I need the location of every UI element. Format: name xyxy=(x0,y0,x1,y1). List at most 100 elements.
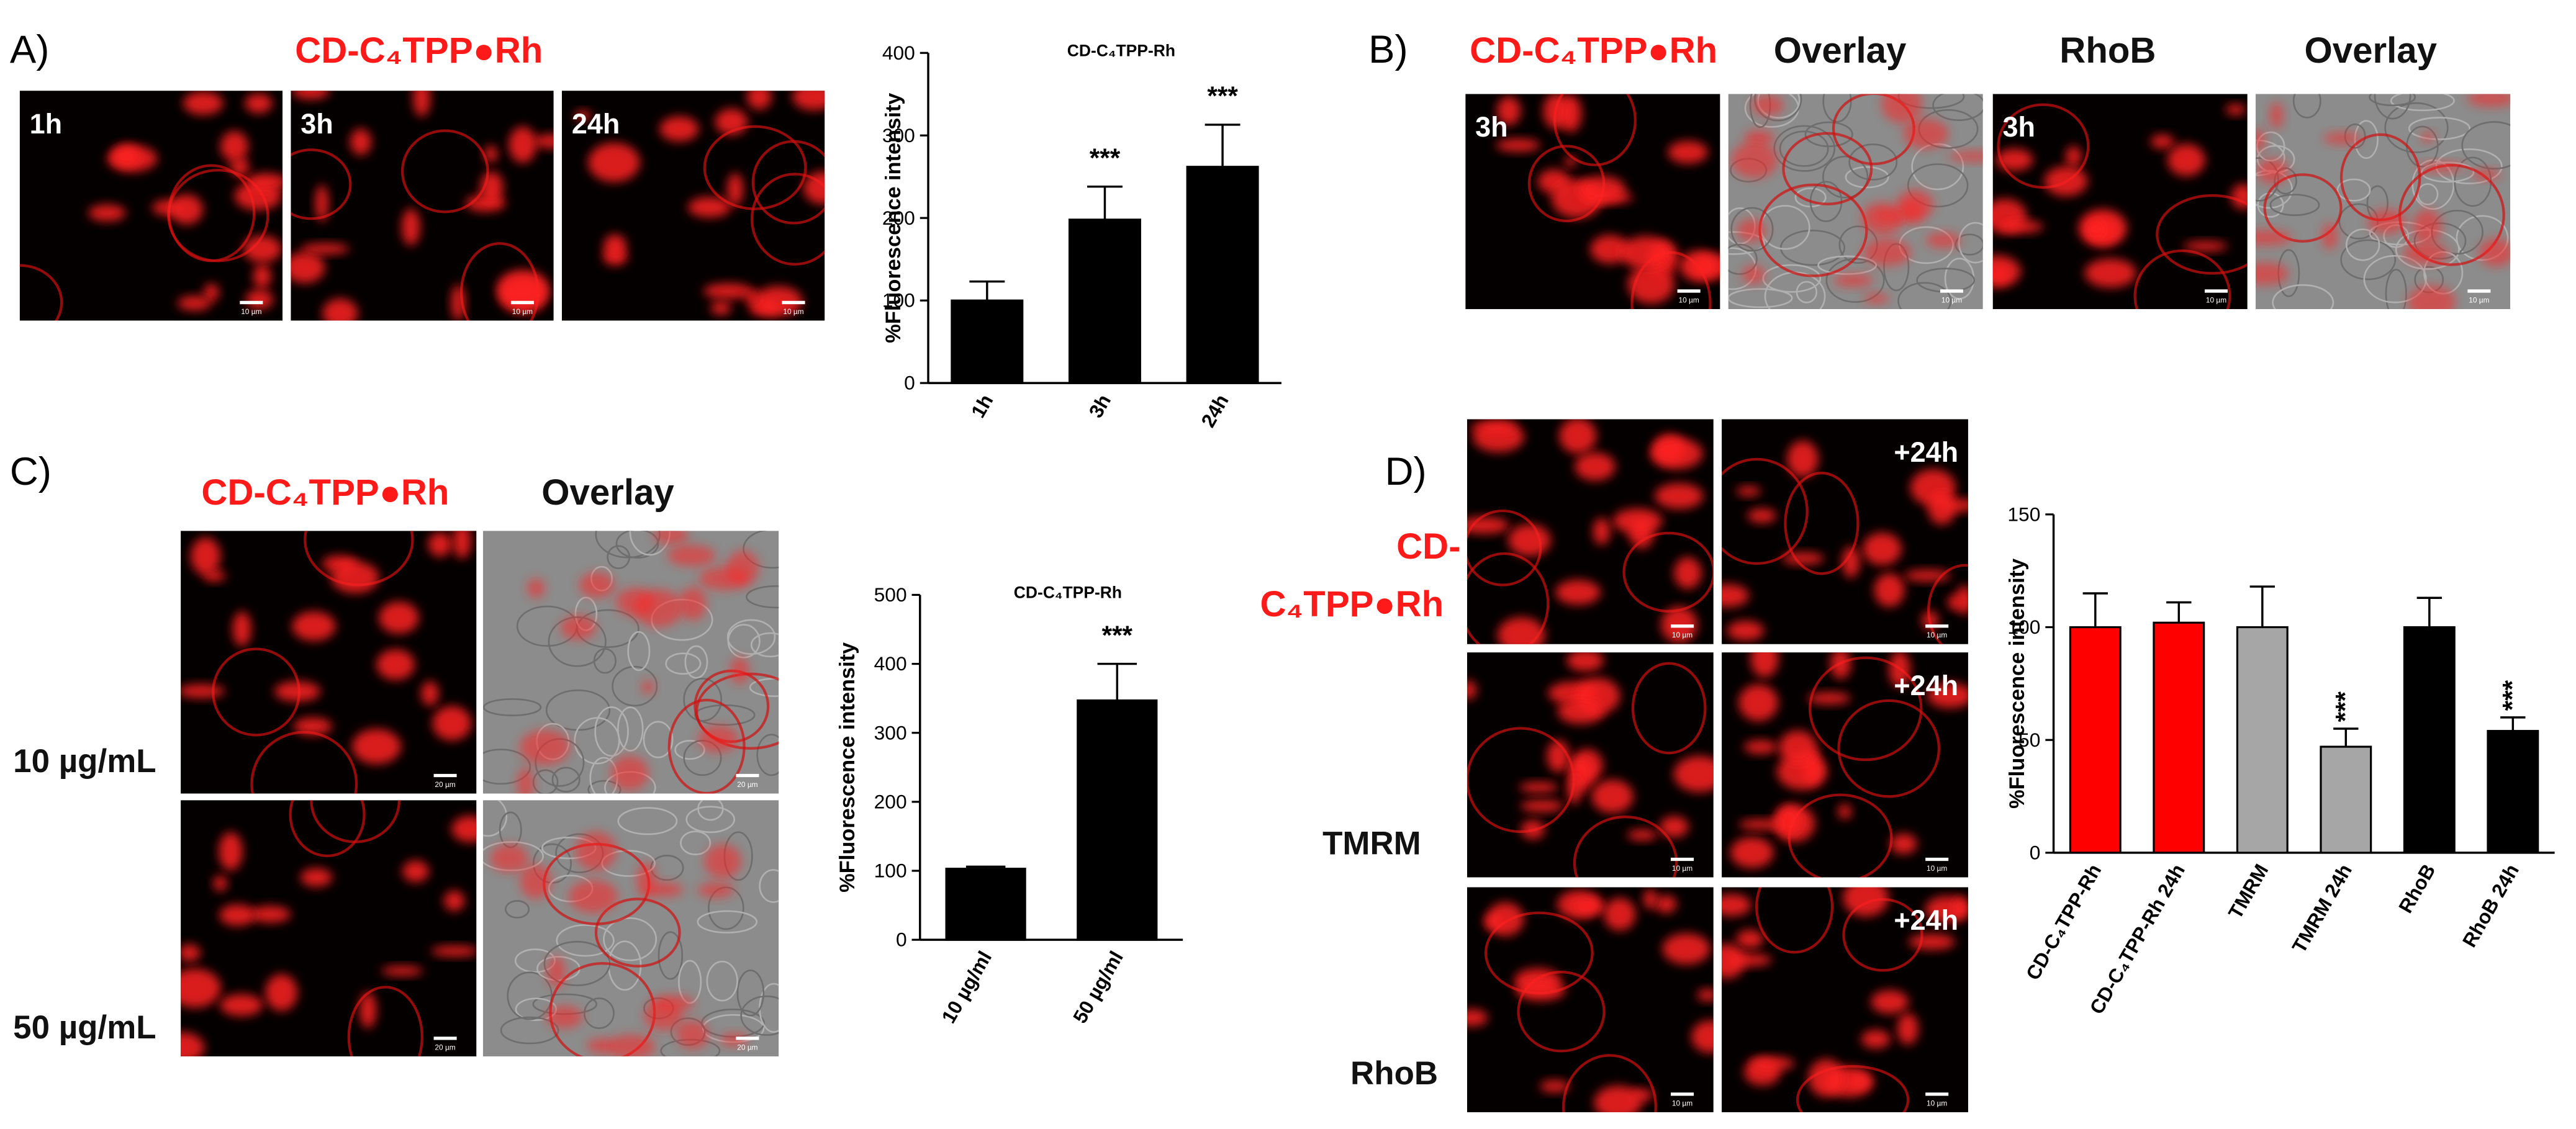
image-background xyxy=(1722,419,1968,644)
scale-bar-label: 20 µm xyxy=(435,780,455,789)
cell-outline xyxy=(1573,816,1678,878)
y-tick-label: 50 xyxy=(2018,729,2040,751)
fluorescence xyxy=(191,537,221,575)
micrograph: +24h 10 µm xyxy=(1722,652,1968,878)
fluorescence xyxy=(301,243,350,254)
fluorescence xyxy=(220,130,249,162)
fluorescence xyxy=(1731,142,1778,179)
fluorescence xyxy=(579,572,615,598)
fluorescence xyxy=(421,681,439,706)
scale-bar-label: 10 µm xyxy=(2206,295,2226,304)
fluorescence xyxy=(1691,1020,1714,1053)
cell-texture xyxy=(665,652,702,675)
fluorescence xyxy=(1591,780,1634,814)
cell-texture xyxy=(2369,94,2416,107)
fluorescence xyxy=(291,252,325,284)
error-bar xyxy=(2249,585,2275,627)
fluorescence xyxy=(636,862,657,897)
fluorescence xyxy=(431,945,477,956)
fluorescence xyxy=(1928,492,1956,525)
cell-outline xyxy=(1755,887,1834,954)
fluorescence xyxy=(1881,94,1923,124)
fluorescence xyxy=(2256,158,2289,184)
fluorescence xyxy=(402,860,430,883)
fluorescence xyxy=(1925,232,1962,249)
fluorescence xyxy=(1807,692,1851,704)
fluorescence xyxy=(1736,486,1761,497)
cell-texture xyxy=(658,931,684,980)
fluorescence xyxy=(112,145,140,168)
micrograph: 10 µm xyxy=(1467,419,1714,644)
fluorescence xyxy=(181,944,201,962)
fluorescence xyxy=(603,234,626,258)
fluorescence xyxy=(1863,533,1902,565)
fluorescence xyxy=(451,816,477,842)
fluorescence xyxy=(704,844,742,879)
fluorescence xyxy=(2225,104,2246,115)
fluorescence xyxy=(293,717,333,735)
fluorescence xyxy=(1650,438,1703,469)
fluorescence xyxy=(219,832,243,871)
image-label: +24h xyxy=(1894,670,1958,701)
column-header: CD-C₄TPP●Rh xyxy=(295,30,543,71)
cell-texture xyxy=(1779,230,1846,266)
cell-texture xyxy=(615,531,659,559)
micrograph: 10 µm xyxy=(2256,94,2511,310)
cell-texture xyxy=(2374,94,2411,120)
fluorescence xyxy=(726,550,759,586)
fluorescence xyxy=(232,611,251,647)
fluorescence xyxy=(1808,1059,1845,1097)
cell-texture xyxy=(607,545,631,570)
bar xyxy=(2153,621,2205,854)
scale-bar-label: 10 µm xyxy=(2469,295,2489,304)
cell-texture xyxy=(2345,228,2380,261)
fluorescence xyxy=(2421,132,2435,143)
cell-outline xyxy=(1517,971,1606,1053)
fluorescence xyxy=(744,290,760,305)
fluorescence xyxy=(1467,680,1477,700)
column-header: Overlay xyxy=(2304,30,2437,71)
fluorescence xyxy=(568,879,618,914)
cell-texture xyxy=(507,971,553,1020)
fluorescence xyxy=(2467,94,2511,107)
fluorescence xyxy=(710,301,731,315)
fluorescence xyxy=(1674,557,1702,589)
scale-bar-label: 10 µm xyxy=(241,307,261,316)
significance: *** xyxy=(2498,680,2527,711)
cell-outline xyxy=(1927,564,1968,644)
fluorescence xyxy=(1555,580,1601,605)
image-label: +24h xyxy=(1894,904,1958,936)
x-tick-label: 10 µg/ml xyxy=(937,947,996,1027)
error-bar xyxy=(2166,601,2192,623)
x-tick-label: 50 µg/ml xyxy=(1069,947,1128,1027)
panel-label: B) xyxy=(1368,28,1408,71)
fluorescence xyxy=(560,614,597,641)
fluorescence xyxy=(1787,440,1819,477)
fluorescence xyxy=(1655,483,1704,509)
y-tick-label: 0 xyxy=(896,929,907,951)
fluorescence xyxy=(359,992,377,1028)
fluorescence xyxy=(2044,166,2088,196)
fluorescence xyxy=(1833,274,1874,287)
cell-texture xyxy=(2385,269,2407,310)
cell-outline xyxy=(1467,552,1550,644)
cell-outline xyxy=(167,168,269,263)
cell-texture xyxy=(727,624,761,659)
fluorescence xyxy=(607,1034,656,1056)
fluorescence xyxy=(169,194,203,225)
fluorescence xyxy=(667,545,716,567)
micrograph: 10 µm xyxy=(1467,887,1714,1112)
cell-texture xyxy=(2408,117,2471,140)
panel-label: C) xyxy=(10,450,52,493)
significance: *** xyxy=(1090,143,1121,173)
fluorescence xyxy=(1909,933,1956,950)
significance: *** xyxy=(1207,81,1238,110)
fluorescence xyxy=(219,904,256,926)
cell-texture xyxy=(482,698,542,717)
cell-outline xyxy=(1809,656,1923,762)
fluorescence xyxy=(746,91,772,110)
fluorescence xyxy=(679,587,707,621)
fluorescence xyxy=(2167,143,2205,176)
panel-label: D) xyxy=(1385,450,1427,493)
